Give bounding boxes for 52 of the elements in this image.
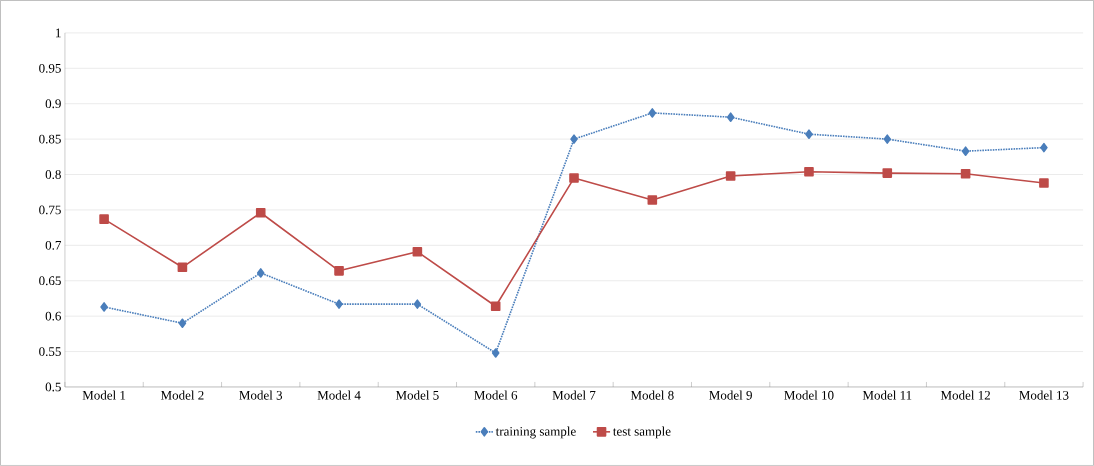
point [100,302,108,312]
point [647,195,658,205]
y-tick-label: 0.95 [39,63,61,73]
point [178,318,187,329]
x-tick-label: Model 3 [239,390,283,400]
point [570,134,578,144]
x-tick-label: Model 10 [784,390,834,400]
point [99,214,109,224]
point [1040,142,1048,153]
point [335,299,343,309]
point [960,169,971,179]
point [412,246,423,257]
y-tick-label: 0.55 [39,347,61,357]
point [569,173,579,183]
x-tick-label: Model 5 [395,390,439,400]
point [255,208,266,218]
y-tick-label: 1 [56,28,61,38]
point [804,166,814,177]
y-tick-label: 0.6 [45,311,62,321]
point [726,112,735,123]
legend-label: training sample [495,426,576,439]
x-tick-label: Model 1 [82,390,126,400]
y-tick-label: 0.8 [45,170,61,180]
point [882,168,893,178]
point [805,129,813,140]
y-tick-label: 0.9 [45,99,61,109]
y-tick-label: 0.65 [39,276,61,286]
x-tick-label: Model 13 [1019,390,1069,400]
x-tick-label: Model 9 [709,390,752,400]
point [1039,178,1049,188]
point [177,262,188,273]
x-tick-label: Model 7 [552,390,596,400]
point [334,266,344,276]
point [648,108,657,118]
point [491,348,500,358]
point [256,268,265,278]
x-tick-label: Model 8 [630,390,674,400]
point [490,301,501,312]
x-tick-label: Model 2 [160,390,204,400]
x-tick-label: Model 6 [474,390,518,400]
y-tick-label: 0.7 [45,240,62,250]
y-tick-label: 0.85 [39,134,61,144]
point [725,171,736,181]
x-tick-label: Model 12 [940,390,990,400]
legend-label: test sample [613,426,671,439]
point [413,299,422,309]
x-tick-label: Model 4 [317,390,361,400]
point [961,146,970,157]
y-tick-label: 0.5 [45,382,61,392]
y-tick-label: 0.75 [39,205,61,215]
x-tick-label: Model 11 [862,390,912,400]
point [883,134,892,144]
